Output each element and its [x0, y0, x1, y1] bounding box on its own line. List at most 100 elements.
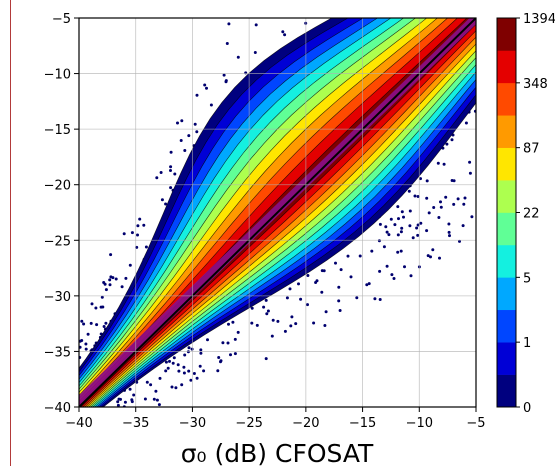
outlier-point	[393, 223, 397, 227]
outlier-point	[136, 224, 140, 228]
outlier-point	[183, 353, 187, 357]
outlier-point	[90, 302, 94, 306]
outlier-point	[195, 376, 199, 380]
colorbar-segment	[497, 309, 516, 343]
outlier-point	[217, 356, 221, 359]
outlier-point	[79, 339, 82, 343]
outlier-point	[255, 323, 259, 327]
outlier-point	[198, 364, 202, 368]
outlier-point	[408, 209, 412, 213]
outlier-point	[254, 23, 258, 27]
y-tick-label: −30	[44, 290, 71, 305]
colorbar-segment	[497, 342, 516, 375]
outlier-point	[355, 296, 359, 300]
outlier-point	[183, 149, 187, 152]
outlier-point	[429, 255, 432, 259]
outlier-point	[337, 299, 341, 303]
outlier-point	[80, 319, 84, 323]
outlier-point	[102, 325, 106, 328]
colorbar-segment	[497, 18, 516, 51]
outlier-point	[180, 119, 184, 123]
colorbar: 0 1 5 22 87 348 1394	[496, 12, 555, 416]
outlier-point	[130, 398, 134, 402]
plot-frame	[78, 17, 477, 408]
outlier-point	[199, 351, 203, 355]
outlier-point	[463, 196, 467, 200]
colorbar-segment	[497, 374, 516, 408]
outlier-point	[102, 281, 106, 284]
outlier-point	[399, 249, 403, 253]
colorbar-segment	[497, 244, 516, 278]
plot-area	[78, 17, 477, 408]
outlier-point	[195, 130, 199, 134]
density-field	[79, 18, 476, 407]
one-to-one-line	[79, 18, 476, 407]
outlier-point	[172, 356, 176, 360]
outlier-point	[84, 347, 88, 351]
outlier-point	[155, 398, 159, 402]
outlier-point	[187, 346, 191, 350]
outlier-point	[462, 202, 466, 206]
outlier-point	[349, 275, 353, 279]
outlier-point	[397, 217, 400, 221]
outlier-point	[337, 285, 341, 289]
outlier-point	[89, 321, 93, 325]
outlier-point	[442, 162, 446, 166]
outlier-point	[427, 211, 431, 215]
outlier-point	[124, 276, 128, 280]
outlier-point	[468, 171, 472, 175]
outlier-point	[231, 320, 235, 324]
outlier-point	[222, 73, 226, 77]
outlier-point	[138, 217, 142, 221]
colorbar-tick-label: 348	[523, 77, 548, 92]
outlier-point	[177, 369, 181, 373]
outlier-point	[176, 121, 179, 125]
outlier-point	[221, 341, 225, 345]
x-axis-label: σ₀ (dB) CFOSAT	[181, 439, 374, 466]
outlier-point	[444, 195, 448, 199]
outlier-point	[461, 224, 465, 228]
x-tick-label: −25	[235, 416, 262, 431]
colorbar-tick-label: 0	[523, 401, 531, 416]
outlier-point	[169, 186, 173, 190]
axes: −40 −35 −30 −25 −20 −15 −10 −5 −40 −35 −30 −25 −20 −1…	[44, 12, 486, 431]
outlier-point	[299, 297, 303, 301]
outlier-point	[205, 86, 208, 90]
outlier-point	[128, 263, 132, 267]
outlier-point	[322, 269, 326, 273]
outlier-point	[306, 303, 309, 307]
colorbar-tick-label: 1394	[523, 12, 555, 27]
outlier-point	[448, 234, 451, 238]
outlier-point	[416, 195, 420, 198]
outlier-point	[108, 278, 112, 282]
outlier-point	[253, 51, 257, 54]
outlier-point	[425, 179, 429, 183]
outlier-point	[385, 264, 389, 268]
outlier-point	[157, 403, 161, 407]
outlier-point	[187, 134, 191, 138]
outlier-point	[164, 360, 168, 364]
outlier-point	[271, 318, 275, 322]
outlier-point	[143, 397, 147, 401]
outlier-point	[199, 348, 203, 352]
outlier-point	[323, 324, 327, 327]
x-tick-label: −40	[65, 416, 92, 431]
outlier-point	[367, 282, 371, 286]
outlier-point	[95, 323, 99, 327]
outlier-point	[192, 372, 196, 375]
outlier-point	[470, 215, 474, 219]
outlier-point	[262, 305, 266, 309]
outlier-point	[346, 254, 350, 258]
outlier-point	[169, 165, 173, 169]
outlier-point	[324, 310, 328, 314]
outlier-point	[233, 337, 237, 341]
outlier-point	[389, 217, 393, 221]
x-tick-label: −35	[122, 416, 149, 431]
outlier-point	[450, 179, 454, 182]
outlier-point	[236, 55, 240, 59]
outlier-point	[289, 324, 293, 328]
outlier-point	[219, 360, 222, 364]
outlier-point	[94, 306, 98, 310]
outlier-point	[136, 233, 139, 237]
